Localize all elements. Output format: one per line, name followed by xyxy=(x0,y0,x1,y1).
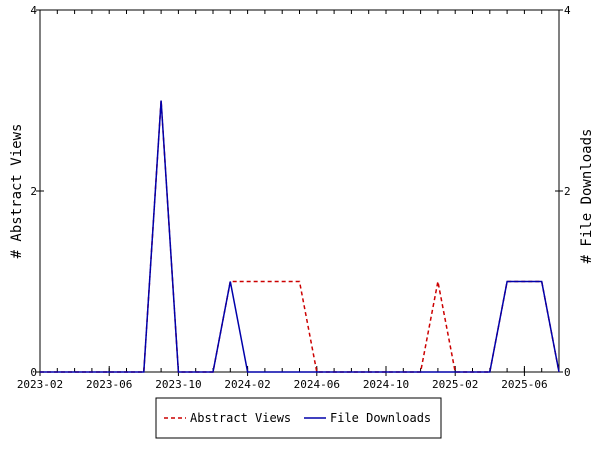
y-tick-label-left: 2 xyxy=(30,185,37,198)
x-tick-label: 2024-10 xyxy=(363,378,409,391)
y-tick-label-right: 2 xyxy=(564,185,571,198)
x-tick-label: 2024-02 xyxy=(224,378,270,391)
chart-marks: 2023-02 2023-06 2023-10 2024-02 2024-06 2024-… xyxy=(17,4,571,391)
y-axis-title-right: # File Downloads xyxy=(579,129,595,264)
y-tick-label-left: 4 xyxy=(30,4,37,17)
legend-box xyxy=(155,397,442,439)
y-tick-label-left: 0 xyxy=(30,366,37,379)
y-tick-label-right: 4 xyxy=(564,4,571,17)
x-tick-label: 2023-06 xyxy=(86,378,132,391)
legend: Abstract Views File Downloads xyxy=(155,397,442,439)
x-tick-label: 2023-10 xyxy=(155,378,201,391)
plot-area xyxy=(39,9,560,373)
x-tick-label: 2025-02 xyxy=(432,378,478,391)
x-tick-label: 2025-06 xyxy=(501,378,547,391)
y-axis-title-left: # Abstract Views xyxy=(9,124,25,259)
legend-label-file-downloads: File Downloads xyxy=(330,411,431,425)
series-line-file-downloads xyxy=(40,100,560,373)
y-tick-label-right: 0 xyxy=(564,366,571,379)
x-tick-label: 2024-06 xyxy=(294,378,340,391)
x-tick-label: 2023-02 xyxy=(17,378,63,391)
legend-label-abstract-views: Abstract Views xyxy=(190,411,291,425)
